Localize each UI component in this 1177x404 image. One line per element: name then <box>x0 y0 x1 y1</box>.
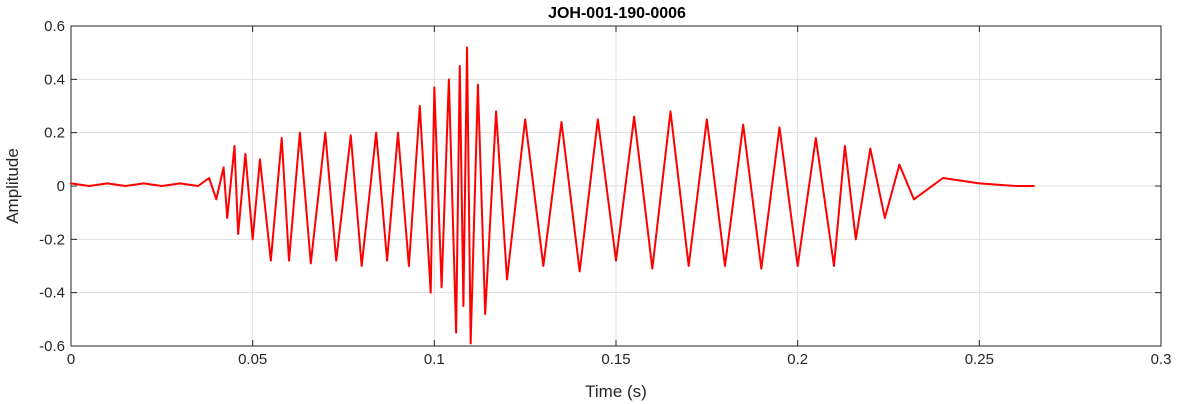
x-tick-label: 0.05 <box>238 351 267 368</box>
x-tick-label: 0.3 <box>1151 351 1172 368</box>
y-tick-label: 0 <box>57 178 65 195</box>
y-axis-title: Amplitude <box>3 148 22 224</box>
x-tick-label: 0.1 <box>424 351 445 368</box>
x-tick-label: 0.2 <box>787 351 808 368</box>
x-tick-label: 0.15 <box>601 351 630 368</box>
axis-ticks: 0 0.05 0.1 0.15 0.2 0.25 0.3 -0.6 -0.4 -0.2 0 0.2 0.… <box>39 18 1171 368</box>
data-layer <box>70 46 1035 345</box>
y-tick-label: 0.2 <box>44 125 65 142</box>
x-axis-title: Time (s) <box>585 382 647 401</box>
y-tick-label: -0.6 <box>39 338 65 355</box>
y-tick-label: -0.4 <box>39 285 65 302</box>
x-tick-label: 0.25 <box>965 351 994 368</box>
series-line <box>70 46 1035 345</box>
y-tick-label: 0.6 <box>44 18 65 35</box>
y-tick-label: -0.2 <box>39 231 65 248</box>
x-tick-label: 0 <box>67 351 75 368</box>
y-tick-label: 0.4 <box>44 71 65 88</box>
chart-title: JOH-001-190-0006 <box>548 5 686 22</box>
